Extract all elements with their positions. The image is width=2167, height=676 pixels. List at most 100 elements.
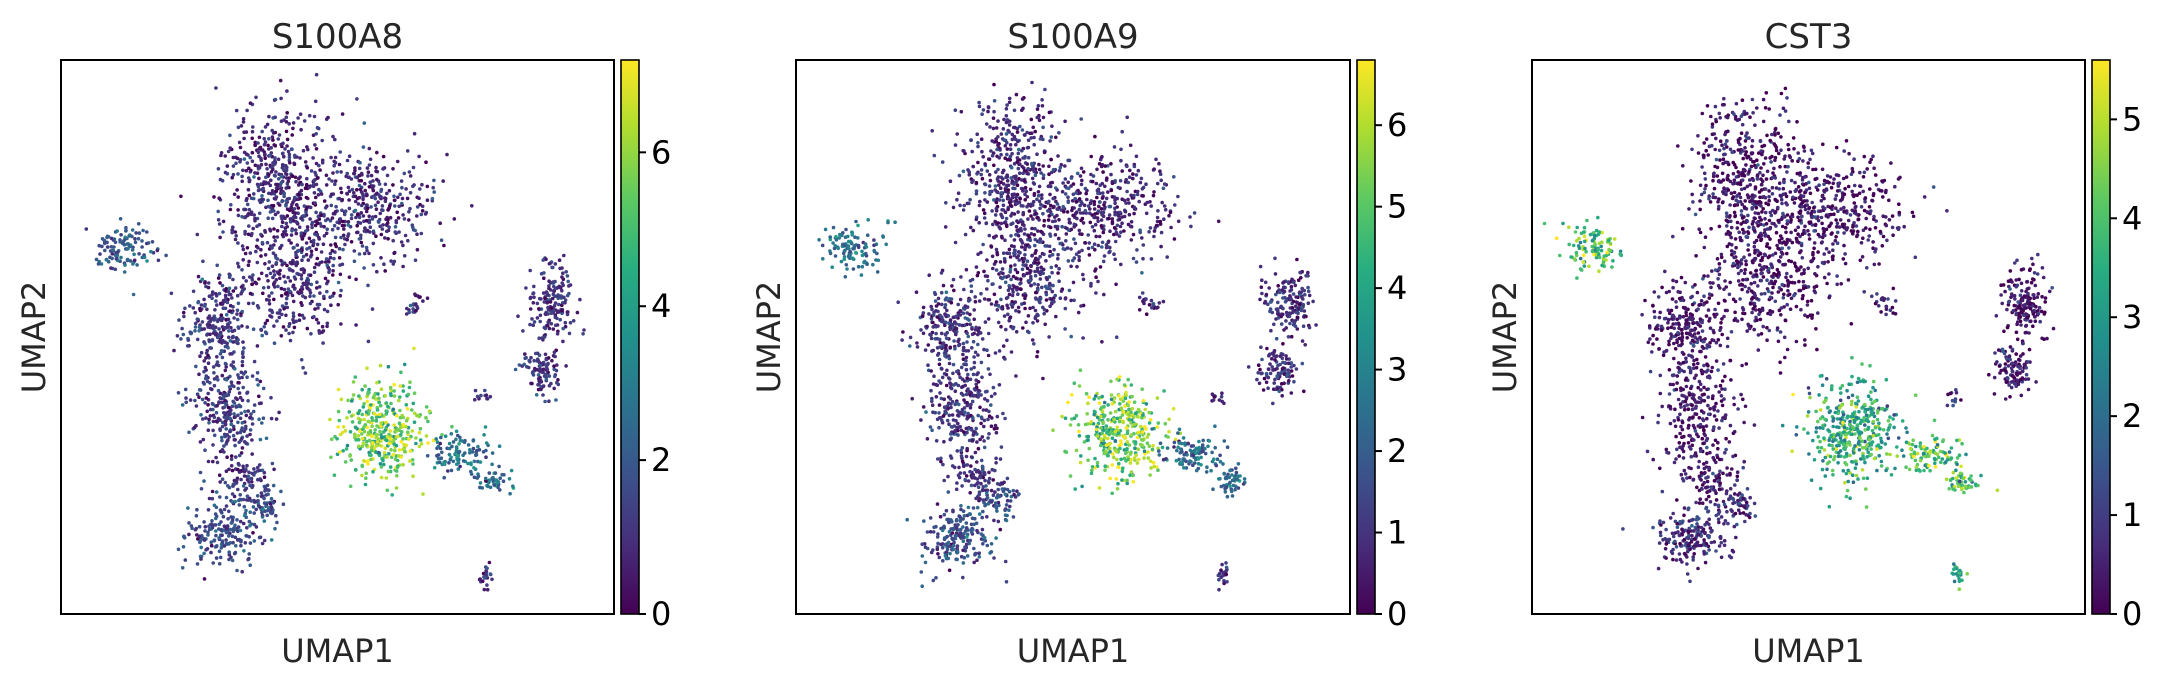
cluster-upper_main: [179, 72, 474, 384]
cell-point: [1131, 172, 1135, 176]
cell-point: [1009, 302, 1013, 307]
cell-point: [248, 416, 252, 420]
cell-point: [247, 480, 251, 484]
cell-point: [936, 457, 940, 461]
cell-point: [214, 86, 218, 90]
cell-point: [245, 463, 249, 468]
cell-point: [363, 384, 367, 388]
cell-point: [217, 536, 221, 540]
cell-point: [245, 202, 250, 207]
cell-point: [1057, 169, 1062, 173]
cell-point: [271, 483, 276, 488]
cell-point: [1026, 155, 1031, 160]
cell-point: [365, 399, 370, 404]
cell-point: [1003, 156, 1007, 160]
cell-point: [206, 403, 210, 407]
cell-point: [1129, 238, 1134, 242]
cell-point: [856, 223, 860, 228]
cell-point: [1029, 264, 1033, 269]
cell-point: [246, 232, 251, 237]
cell-point: [279, 286, 284, 291]
cell-point: [438, 441, 443, 446]
cell-point: [948, 377, 952, 381]
cell-point: [248, 428, 253, 432]
cell-point: [1021, 326, 1025, 330]
cell-point: [1015, 192, 1020, 197]
cell-point: [238, 528, 243, 533]
cell-point: [235, 312, 239, 316]
cell-point: [997, 183, 1001, 187]
cell-point: [339, 190, 344, 195]
cell-point: [528, 359, 532, 364]
cell-point: [189, 331, 193, 336]
cell-point: [251, 301, 255, 306]
cell-point: [273, 97, 278, 102]
cell-point: [353, 425, 358, 430]
cell-point: [325, 289, 329, 294]
cell-point: [260, 510, 264, 515]
cell-point: [1003, 238, 1007, 242]
cell-point: [140, 239, 144, 243]
cell-point: [266, 143, 270, 148]
cell-point: [198, 440, 203, 444]
cell-point: [197, 524, 202, 529]
cell-point: [288, 217, 293, 221]
cell-point: [352, 171, 357, 176]
cell-point: [967, 318, 971, 322]
cell-point: [331, 273, 335, 277]
cell-point: [989, 424, 994, 429]
cell-point: [948, 318, 953, 322]
cell-point: [509, 468, 514, 473]
cell-point: [251, 327, 256, 332]
cell-point: [215, 375, 219, 379]
cell-point: [1003, 280, 1008, 285]
cell-point: [951, 418, 956, 422]
cell-point: [449, 468, 454, 473]
cell-point: [367, 163, 372, 167]
cell-point: [1029, 136, 1033, 140]
cell-point: [1033, 296, 1038, 300]
cell-point: [979, 393, 983, 397]
cell-point: [412, 131, 417, 136]
cell-point: [212, 538, 217, 542]
cell-point: [268, 314, 272, 318]
cell-point: [1014, 142, 1018, 147]
cell-point: [280, 199, 284, 204]
cell-point: [482, 587, 487, 592]
cell-point: [1134, 173, 1139, 177]
cell-point: [245, 434, 249, 438]
cell-point: [265, 167, 269, 171]
cell-point: [1132, 211, 1136, 216]
cell-point: [487, 560, 492, 565]
cell-point: [109, 245, 114, 249]
cell-point: [991, 282, 995, 286]
cell-point: [915, 345, 920, 349]
cell-point: [418, 295, 422, 299]
cell-point: [483, 476, 488, 481]
cell-point: [232, 438, 237, 442]
cell-point: [1027, 203, 1031, 207]
cell-point: [535, 301, 540, 306]
cell-point: [974, 265, 979, 269]
cell-point: [194, 404, 199, 408]
cell-point: [987, 233, 992, 238]
cell-point: [552, 350, 557, 355]
cell-point: [490, 577, 494, 582]
cell-point: [541, 291, 546, 295]
cell-point: [1057, 266, 1061, 271]
cell-point: [932, 153, 937, 158]
cell-point: [561, 283, 565, 288]
cell-point: [976, 141, 980, 145]
cell-point: [259, 156, 263, 161]
cell-point: [200, 277, 205, 282]
cell-point: [477, 448, 482, 452]
cell-point: [546, 361, 550, 366]
cell-point: [226, 438, 230, 442]
cell-point: [995, 147, 999, 152]
cell-point: [275, 520, 279, 525]
cell-point: [286, 275, 291, 280]
cell-point: [244, 508, 248, 513]
cell-point: [287, 152, 292, 157]
cell-point: [290, 228, 294, 233]
cell-point: [844, 263, 849, 267]
